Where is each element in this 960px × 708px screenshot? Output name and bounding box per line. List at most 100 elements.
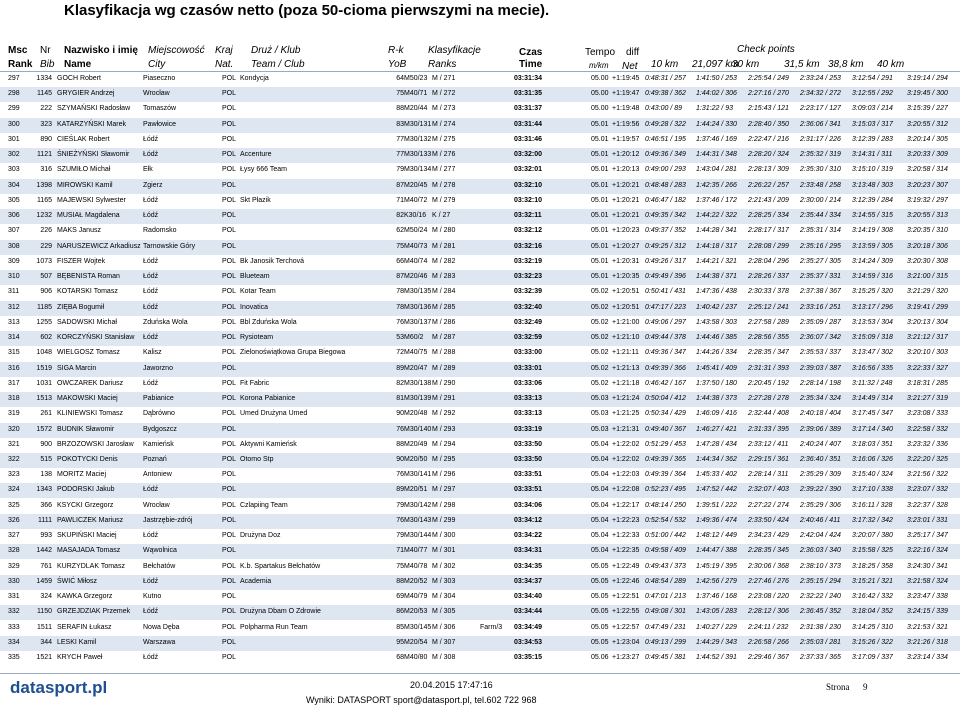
yob: 71	[396, 196, 404, 204]
club: Inovatica	[240, 303, 269, 311]
split: 2:37:38 / 367	[800, 288, 841, 296]
gender-rank: M / 289	[432, 364, 456, 372]
city: Łódź	[143, 486, 159, 494]
split: 1:39:51 / 222	[696, 501, 737, 509]
rank: 311	[8, 288, 20, 296]
name: KRYCH Paweł	[57, 654, 103, 662]
checkpoint-header: 21,097 km	[692, 59, 739, 70]
club: Blueteam	[240, 273, 270, 281]
table-row: 297 1334 GOCH Robert Piaseczno POL Kondycja 64…	[0, 72, 960, 87]
diff: +1:20:23	[612, 227, 640, 235]
time: 03:33:19	[514, 425, 543, 433]
yob: 90	[396, 410, 404, 418]
split: 0:49:40 / 367	[645, 425, 686, 433]
club: Otomo Stp	[240, 456, 274, 463]
bib: 138	[40, 471, 52, 479]
split: 2:29:15 / 361	[748, 456, 789, 463]
contact: Wyniki: DATASPORT sport@datasport.pl, te…	[306, 695, 537, 705]
split: 3:20:23 / 307	[907, 181, 948, 189]
category: M60/2	[404, 334, 424, 342]
name: WIELGOSZ Tomasz	[57, 349, 120, 357]
club: Kondycja	[240, 75, 269, 82]
split: 2:28:35 / 347	[748, 349, 789, 357]
tempo: 05.01	[591, 242, 609, 250]
split: 0:47:17 / 223	[645, 303, 686, 311]
gender-rank: M / 290	[432, 379, 456, 387]
nat: POL	[222, 532, 237, 540]
yob: 79	[396, 501, 404, 509]
tempo: 05.02	[591, 318, 609, 326]
bib: 1232	[36, 212, 52, 220]
table-row: 335 1521 KRYCH Paweł Łódź POL 68 M40/80 M / 308…	[0, 651, 960, 666]
yob: 53	[396, 334, 404, 342]
split: 1:45:33 / 402	[696, 471, 737, 479]
diff: +1:19:57	[612, 135, 640, 143]
gender-rank: M / 306	[432, 623, 456, 631]
yob: 68	[396, 654, 404, 662]
split: 2:33:16 / 251	[800, 303, 841, 311]
nat: POL	[222, 318, 237, 326]
name: MAKOWSKI Maciej	[57, 395, 118, 403]
nat: POL	[222, 120, 237, 128]
table-row: 317 1031 OWCZAREK Dariusz Łódź POL Fit Fabric…	[0, 377, 960, 392]
club: Zielonoświątkowa Grupa Biegowa	[240, 349, 346, 357]
split: 3:15:21 / 321	[852, 577, 893, 585]
nat: POL	[222, 395, 237, 403]
split: 0:49:25 / 312	[645, 242, 686, 250]
split: 0:48:14 / 250	[645, 501, 686, 509]
split: 3:13:59 / 305	[852, 242, 893, 250]
bib: 906	[40, 288, 52, 296]
gender-rank: M / 284	[432, 288, 456, 296]
gender-rank: M / 302	[432, 562, 456, 570]
split: 3:14:31 / 311	[852, 151, 893, 159]
nat: POL	[222, 242, 237, 250]
split: 2:15:43 / 121	[748, 105, 789, 113]
city: Wrocław	[143, 501, 170, 509]
yob: 79	[396, 166, 404, 174]
split: 2:34:23 / 429	[748, 532, 789, 540]
table-row: 328 1442 MASAJADA Tomasz Wąwolnica POL 71 M40/…	[0, 544, 960, 560]
table-row: 323 138 MORITZ Maciej Antoniew POL 76 M30/141 M…	[0, 468, 960, 483]
split: 2:28:40 / 350	[748, 120, 789, 128]
diff: +1:22:08	[612, 486, 640, 494]
split: 3:22:58 / 332	[907, 425, 948, 433]
club: Accenture	[240, 151, 272, 159]
club: Aktywni Kamieńsk	[240, 440, 297, 448]
name: NARUSZEWICZ Arkadiusz	[57, 242, 141, 250]
city: Zgierz	[143, 181, 163, 189]
category: M40/77	[404, 547, 428, 555]
nat: POL	[222, 456, 237, 463]
gender-rank: M / 277	[432, 166, 456, 174]
col-header: Kraj	[215, 45, 233, 56]
table-row: 299 222 SZYMAŃSKI Radosław Tomaszów POL 88 M20…	[0, 102, 960, 117]
split: 2:25:12 / 241	[748, 303, 789, 311]
split: 3:12:54 / 291	[852, 75, 893, 82]
nat: POL	[222, 273, 237, 281]
split: 2:37:33 / 365	[800, 654, 841, 662]
city: Poznań	[143, 456, 167, 463]
page-number: Strona 9	[826, 682, 868, 692]
tempo: 05.01	[591, 257, 609, 265]
tempo: 05.00	[591, 75, 609, 82]
category: M30/131	[404, 120, 432, 128]
club: Fit Fabric	[240, 379, 270, 387]
yob: 71	[396, 547, 404, 555]
time: 03:33:00	[514, 349, 543, 357]
split: 2:31:38 / 230	[800, 623, 841, 631]
split: 3:22:20 / 325	[907, 456, 948, 463]
split: 3:18:25 / 358	[852, 562, 893, 570]
name: KLINIEWSKI Tomasz	[57, 410, 124, 418]
city: Bełchatów	[143, 562, 176, 570]
split: 3:23:08 / 333	[907, 410, 948, 418]
gender-rank: M / 294	[432, 440, 456, 448]
split: 0:48:48 / 283	[645, 181, 686, 189]
name: KATARZYŃSKI Marek	[57, 120, 126, 128]
yob: 82	[396, 212, 404, 220]
split: 3:21:00 / 315	[907, 273, 948, 281]
gender-rank: M / 300	[432, 532, 456, 540]
gender-rank: M / 283	[432, 273, 456, 281]
time: 03:32:39	[514, 288, 543, 296]
city: Łódź	[143, 151, 159, 159]
gender-rank: M / 279	[432, 196, 456, 204]
diff: +1:22:03	[612, 471, 640, 479]
